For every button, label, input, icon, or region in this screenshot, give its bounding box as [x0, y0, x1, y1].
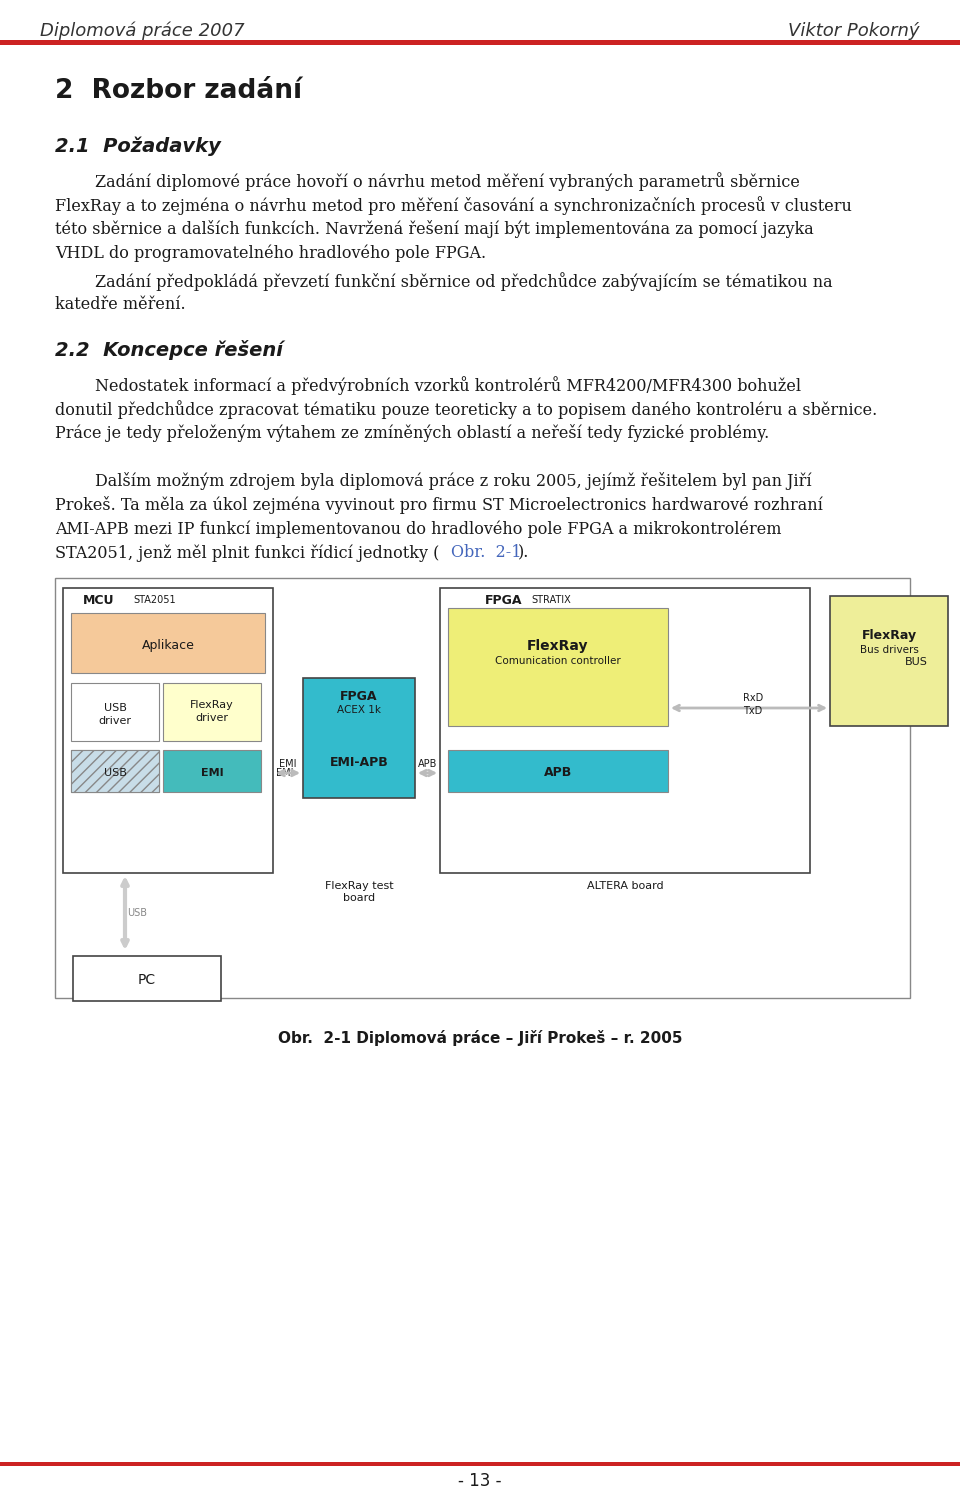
Text: 2.1  Požadavky: 2.1 Požadavky [55, 136, 221, 155]
Text: AMI-APB mezi IP funkcí implementovanou do hradlového pole FPGA a mikrokontrolére: AMI-APB mezi IP funkcí implementovanou d… [55, 520, 781, 538]
Text: driver: driver [196, 713, 228, 724]
Bar [73, 955, 221, 1002]
Bar [71, 683, 159, 742]
Text: APB: APB [544, 767, 572, 779]
Bar [163, 683, 261, 742]
Bar [0, 1462, 960, 1467]
Text: TxD: TxD [743, 706, 762, 716]
Bar [71, 750, 159, 792]
Text: Viktor Pokorný: Viktor Pokorný [788, 22, 920, 40]
Text: této sběrnice a dalších funkcích. Navržená řešení mají být implementována za pom: této sběrnice a dalších funkcích. Navrže… [55, 220, 814, 238]
Text: RxD: RxD [743, 694, 763, 703]
Text: USB: USB [104, 768, 127, 777]
Text: FPGA: FPGA [340, 689, 377, 703]
Text: Aplikace: Aplikace [141, 638, 195, 652]
Text: Zadání diplomové práce hovoří o návrhu metod měření vybraných parametrů sběrnice: Zadání diplomové práce hovoří o návrhu m… [95, 172, 800, 191]
Text: STA2051, jenž měl plnit funkci řídicí jednotky (: STA2051, jenž měl plnit funkci řídicí je… [55, 544, 440, 562]
Text: EMI: EMI [279, 759, 297, 768]
Bar [55, 579, 910, 999]
Text: VHDL do programovatelného hradlového pole FPGA.: VHDL do programovatelného hradlového pol… [55, 244, 486, 262]
Bar [440, 588, 810, 873]
Bar [303, 679, 415, 798]
Text: FlexRay test: FlexRay test [324, 881, 394, 891]
Text: EMI: EMI [201, 768, 224, 777]
Text: FlexRay: FlexRay [190, 700, 234, 710]
Bar [0, 40, 960, 45]
Text: Obr.  2-1 Diplomová práce – Jiří Prokeš – r. 2005: Obr. 2-1 Diplomová práce – Jiří Prokeš –… [277, 1030, 683, 1046]
Bar [71, 613, 265, 673]
Text: Obr.  2-1: Obr. 2-1 [451, 544, 521, 561]
Bar [448, 608, 668, 727]
Text: Práce je tedy přeloženým výtahem ze zmíněných oblastí a neřeší tedy fyzické prob: Práce je tedy přeloženým výtahem ze zmín… [55, 425, 769, 443]
Text: FlexRay: FlexRay [861, 629, 917, 643]
Text: APB: APB [419, 759, 438, 768]
Text: ALTERA board: ALTERA board [587, 881, 663, 891]
Text: Nedostatek informací a předvýrobních vzorků kontrolérů MFR4200/MFR4300 bohužel: Nedostatek informací a předvýrobních vzo… [95, 377, 802, 395]
Text: Dalším možným zdrojem byla diplomová práce z roku 2005, jejímž řešitelem byl pan: Dalším možným zdrojem byla diplomová prá… [95, 472, 811, 490]
Bar [448, 750, 668, 792]
Text: ).: ). [518, 544, 529, 561]
Bar [63, 588, 273, 873]
Text: PC: PC [138, 973, 156, 987]
Text: FlexRay: FlexRay [527, 638, 588, 653]
Text: STRATIX: STRATIX [531, 595, 571, 605]
Text: FPGA: FPGA [485, 594, 522, 607]
Text: donutil předchůdce zpracovat tématiku pouze teoreticky a to popisem daného kontr: donutil předchůdce zpracovat tématiku po… [55, 401, 877, 419]
Text: katedře měření.: katedře měření. [55, 296, 185, 312]
Bar [163, 750, 261, 792]
Text: ACEX 1k: ACEX 1k [337, 706, 381, 715]
Text: 2  Rozbor zadání: 2 Rozbor zadání [55, 78, 302, 105]
Text: Prokeš. Ta měla za úkol zejména vyvinout pro firmu ST Microelectronics hardwarov: Prokeš. Ta měla za úkol zejména vyvinout… [55, 496, 823, 514]
Text: EMI-APB: EMI-APB [329, 756, 389, 770]
Text: Comunication controller: Comunication controller [495, 656, 621, 665]
Text: Zadání předpokládá převzetí funkční sběrnice od předchůdce zabývajícím se témati: Zadání předpokládá převzetí funkční sběr… [95, 272, 832, 292]
Bar [71, 750, 159, 792]
Text: BUS: BUS [905, 656, 928, 667]
Text: Bus drivers: Bus drivers [859, 644, 919, 655]
Text: driver: driver [99, 716, 132, 727]
Text: STA2051: STA2051 [133, 595, 176, 605]
Text: 2.2  Koncepce řešení: 2.2 Koncepce řešení [55, 339, 283, 360]
Text: board: board [343, 893, 375, 903]
Text: FlexRay a to zejména o návrhu metod pro měření časování a synchronizačních proce: FlexRay a to zejména o návrhu metod pro … [55, 196, 852, 215]
Bar [830, 597, 948, 727]
Text: Diplomová práce 2007: Diplomová práce 2007 [40, 22, 245, 40]
Text: MCU: MCU [83, 594, 114, 607]
Text: USB: USB [104, 703, 127, 713]
Text: USB: USB [127, 907, 147, 918]
Text: - 13 -: - 13 - [458, 1473, 502, 1491]
Text: EMI: EMI [276, 768, 294, 777]
